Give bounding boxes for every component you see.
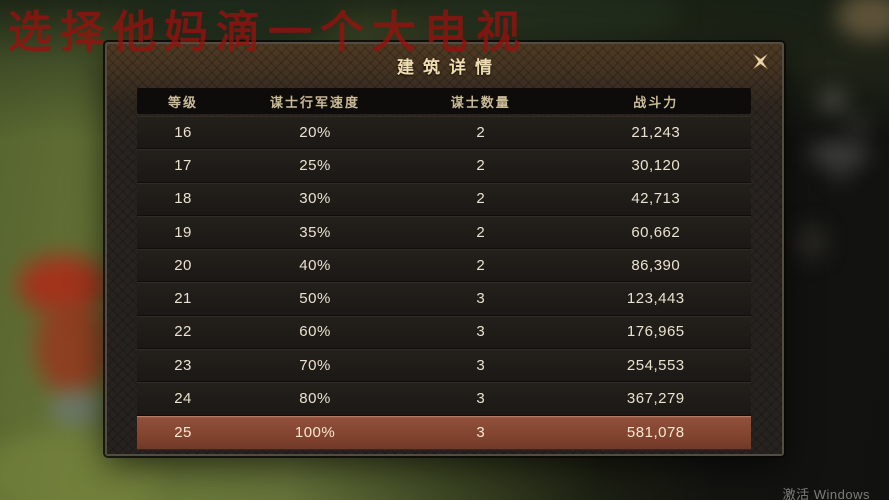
- cell-speed: 60%: [299, 323, 331, 341]
- cell-level: 25: [174, 424, 192, 442]
- background-ui-blur-blob: [808, 143, 870, 165]
- cell-speed: 40%: [299, 256, 331, 274]
- cell-count: 2: [476, 223, 486, 241]
- cell-level: 16: [174, 123, 192, 141]
- cell-level: 17: [174, 156, 192, 174]
- background-red-banner-blob: [35, 300, 110, 395]
- cell-power: 60,662: [631, 223, 681, 241]
- column-header-count: 谋士数量: [450, 94, 511, 110]
- background-blur-blob: [50, 390, 105, 428]
- background-ui-blur-blob: [828, 168, 854, 180]
- cell-level: 22: [174, 323, 192, 341]
- cell-speed: 30%: [299, 190, 331, 208]
- background-ui-blur-blob: [796, 225, 826, 259]
- table-row[interactable]: 18 30% 2 42,713: [137, 182, 751, 216]
- column-header-speed: 谋士行军速度: [270, 94, 361, 110]
- table-row[interactable]: 24 80% 3 367,279: [137, 382, 751, 416]
- cell-speed: 25%: [299, 156, 331, 174]
- table-row[interactable]: 22 60% 3 176,965: [137, 315, 751, 350]
- cell-speed: 70%: [299, 356, 331, 374]
- cell-level: 24: [174, 390, 192, 408]
- cell-count: 3: [476, 323, 486, 341]
- cell-power: 254,553: [626, 356, 685, 374]
- cell-count: 2: [476, 123, 486, 141]
- cell-speed: 100%: [294, 424, 336, 442]
- cell-level: 19: [174, 223, 192, 241]
- cell-level: 21: [174, 290, 192, 308]
- table-row[interactable]: 20 40% 2 86,390: [137, 249, 751, 283]
- cell-level: 18: [174, 190, 192, 208]
- cell-count: 3: [476, 390, 486, 408]
- cell-speed: 50%: [299, 290, 331, 308]
- activate-windows-watermark: 激活 Windows: [782, 487, 870, 500]
- table-row[interactable]: 25 100% 3 581,078: [137, 415, 751, 450]
- table-row[interactable]: 19 35% 2 60,662: [137, 215, 751, 250]
- close-button[interactable]: [748, 49, 772, 73]
- table-body: 16 20% 2 21,243 17 25% 2 30,120 18 30% 2 42,713 19 35…: [137, 116, 751, 450]
- cell-speed: 80%: [299, 390, 331, 408]
- cell-count: 2: [476, 190, 486, 208]
- cell-power: 42,713: [631, 190, 681, 208]
- cell-power: 21,243: [631, 123, 681, 141]
- cell-count: 3: [476, 290, 486, 308]
- cell-level: 20: [174, 256, 192, 274]
- cell-count: 3: [476, 424, 486, 442]
- cell-level: 23: [174, 356, 192, 374]
- column-header-power: 战斗力: [633, 94, 679, 110]
- cell-count: 3: [476, 356, 486, 374]
- building-details-dialog: 建筑详情 等级 谋士行军速度 谋士数量 战斗力 16 20% 2 21,243 17 25…: [105, 42, 784, 456]
- cell-power: 367,279: [626, 390, 685, 408]
- cell-power: 581,078: [626, 424, 685, 442]
- dialog-title: 建筑详情: [397, 58, 501, 77]
- cell-power: 86,390: [631, 256, 681, 274]
- ornate-x-icon: [752, 53, 768, 69]
- background-ui-blur-blob: [848, 118, 866, 132]
- table-row[interactable]: 23 70% 3 254,553: [137, 349, 751, 383]
- table-row[interactable]: 16 20% 2 21,243: [137, 116, 751, 150]
- cell-power: 176,965: [626, 323, 685, 341]
- table-row[interactable]: 21 50% 3 123,443: [137, 282, 751, 316]
- building-stats-table: 等级 谋士行军速度 谋士数量 战斗力 16 20% 2 21,243 17 25% 2 30,…: [137, 88, 751, 450]
- cell-speed: 20%: [299, 123, 331, 141]
- cell-power: 30,120: [631, 156, 681, 174]
- cell-speed: 35%: [299, 223, 331, 241]
- cell-count: 2: [476, 256, 486, 274]
- table-header-row: 等级 谋士行军速度 谋士数量 战斗力: [137, 88, 751, 114]
- cell-power: 123,443: [626, 290, 685, 308]
- cell-count: 2: [476, 156, 486, 174]
- column-header-level: 等级: [168, 94, 199, 110]
- table-row[interactable]: 17 25% 2 30,120: [137, 149, 751, 183]
- background-ui-blur-blob: [820, 90, 846, 110]
